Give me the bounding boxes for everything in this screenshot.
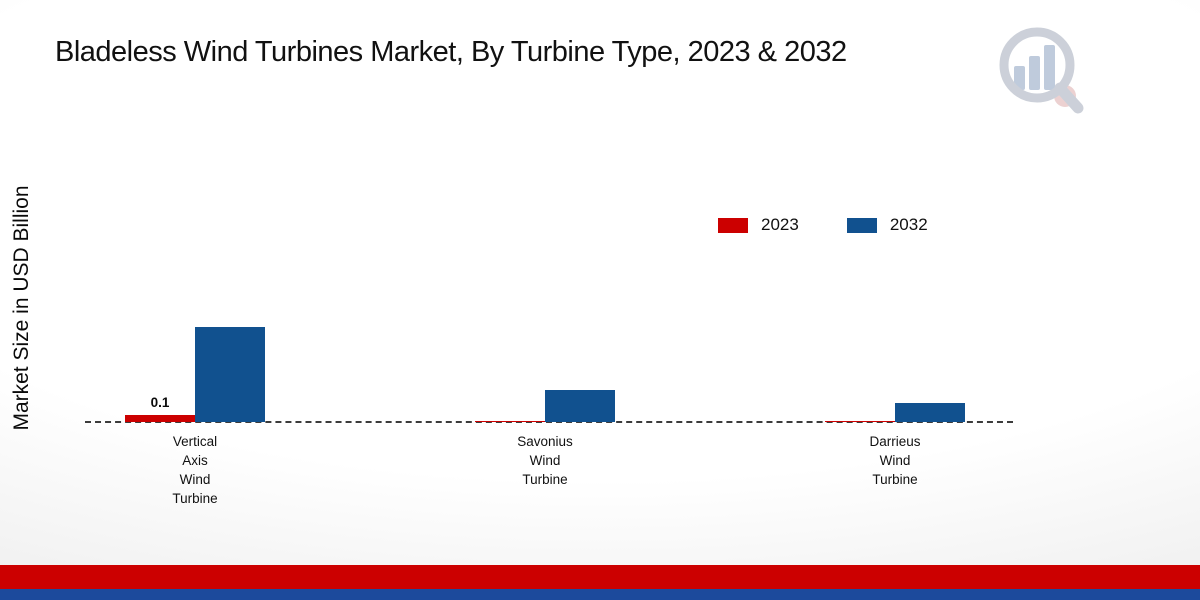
plot-area: 0.1 Vertical Axis Wind Turbine Savonius Wind Tu… bbox=[85, 326, 1013, 506]
bar-2032 bbox=[545, 390, 615, 422]
legend-label: 2032 bbox=[889, 215, 928, 234]
legend-item-2032: 2032 bbox=[846, 215, 928, 235]
category-label: Savonius Wind Turbine bbox=[517, 434, 573, 487]
legend-label: 2023 bbox=[761, 215, 799, 234]
legend-swatch bbox=[718, 217, 748, 233]
brand-logo-icon bbox=[992, 20, 1092, 123]
bar-value-label: 0.1 bbox=[150, 395, 170, 411]
footer-band-blue bbox=[0, 589, 1200, 600]
x-axis-baseline bbox=[85, 421, 1013, 423]
legend: 2023 2032 bbox=[718, 215, 928, 235]
category-label: Vertical Axis Wind Turbine bbox=[172, 434, 218, 506]
legend-item-2023: 2023 bbox=[718, 215, 799, 235]
category-label: Darrieus Wind Turbine bbox=[869, 434, 921, 487]
bar-2023 bbox=[475, 420, 545, 422]
bar-2032 bbox=[895, 402, 965, 422]
legend-swatch bbox=[846, 217, 877, 233]
magnifier-bar-chart-icon bbox=[999, 27, 1084, 114]
bar-2032 bbox=[195, 326, 265, 422]
bar-2023 bbox=[125, 415, 195, 422]
chart-title: Bladeless Wind Turbines Market, By Turbi… bbox=[55, 36, 847, 68]
footer-band-red bbox=[0, 565, 1200, 589]
bar-2023 bbox=[825, 420, 895, 422]
